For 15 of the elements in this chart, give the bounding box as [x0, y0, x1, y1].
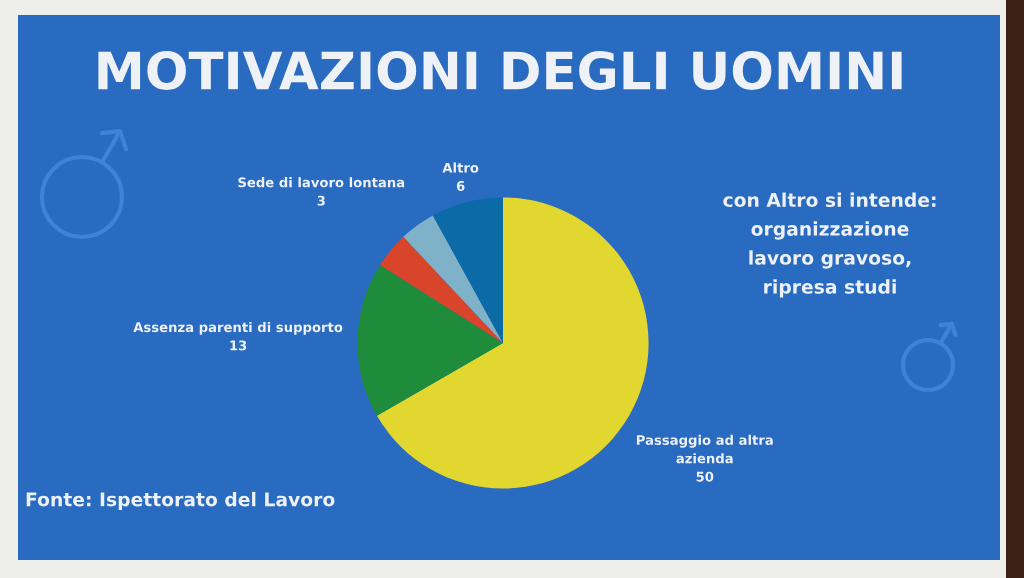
chart-title: MOTIVAZIONI DEGLI UOMINI [98, 51, 902, 90]
data-label: 50 [696, 471, 714, 482]
pie-slice [380, 236, 503, 343]
pie-slice [432, 197, 503, 343]
pie-slice [357, 264, 503, 416]
source-note: Fonte: Ispettorato del Lavoro [26, 491, 335, 511]
data-label: 3 [317, 195, 325, 206]
data-label: 6 [456, 181, 465, 191]
data-label: 13 [230, 340, 247, 351]
slice-label: Assenza parenti di supporto [133, 321, 343, 335]
text: con Altro si intende: organizzazione lavoro gravoso, ripresa studi [723, 192, 936, 298]
slice-label: Sede di lavoro lontana [238, 177, 405, 188]
pie-slice [403, 215, 503, 343]
slice-label: Altro [442, 162, 479, 173]
slice-label: Passaggio ad altra azienda [636, 434, 773, 464]
